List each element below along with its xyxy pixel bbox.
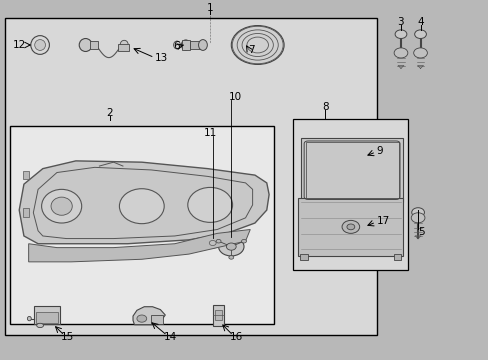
Circle shape (414, 30, 426, 39)
Ellipse shape (37, 323, 43, 328)
Text: 12: 12 (13, 40, 26, 50)
Circle shape (205, 238, 219, 248)
Circle shape (231, 26, 284, 64)
Text: 14: 14 (163, 332, 177, 342)
Text: 1: 1 (206, 3, 213, 13)
Circle shape (209, 240, 216, 246)
Text: 9: 9 (376, 146, 383, 156)
Circle shape (241, 239, 246, 243)
Circle shape (394, 30, 406, 39)
Text: 3: 3 (396, 17, 403, 27)
Circle shape (341, 220, 359, 233)
Bar (90, 41, 98, 49)
Ellipse shape (198, 40, 207, 50)
Circle shape (410, 213, 424, 223)
Ellipse shape (51, 197, 72, 215)
Ellipse shape (79, 39, 92, 51)
Ellipse shape (181, 40, 190, 50)
Text: 2: 2 (106, 108, 113, 118)
Bar (293, 119, 407, 270)
Ellipse shape (120, 40, 128, 48)
Circle shape (228, 256, 233, 259)
Bar (393, 254, 401, 260)
Bar (300, 254, 307, 260)
Bar (182, 40, 189, 50)
Ellipse shape (35, 40, 45, 50)
Ellipse shape (27, 316, 31, 321)
Circle shape (226, 243, 236, 250)
Text: 5: 5 (417, 227, 424, 237)
Bar (23, 171, 29, 179)
Bar (214, 310, 222, 320)
Bar (10, 126, 273, 324)
Ellipse shape (173, 41, 180, 49)
Circle shape (218, 237, 244, 256)
Text: 17: 17 (376, 216, 389, 226)
Bar (34, 306, 60, 324)
Circle shape (413, 48, 427, 58)
Bar (36, 312, 58, 323)
Circle shape (411, 208, 424, 217)
Text: 10: 10 (228, 92, 241, 102)
Text: 7: 7 (248, 45, 255, 55)
Circle shape (346, 224, 354, 230)
Text: 15: 15 (61, 332, 74, 342)
Text: 11: 11 (203, 128, 217, 138)
Text: 6: 6 (173, 41, 180, 51)
Circle shape (137, 315, 146, 322)
Bar (300, 139, 403, 202)
Text: 13: 13 (155, 53, 168, 63)
Ellipse shape (119, 189, 164, 224)
Ellipse shape (187, 188, 232, 222)
Bar (23, 208, 29, 217)
Ellipse shape (41, 189, 81, 223)
Bar (212, 305, 224, 326)
Bar (298, 198, 403, 256)
Polygon shape (19, 161, 268, 244)
Ellipse shape (31, 36, 49, 54)
Bar (305, 142, 398, 198)
Text: 16: 16 (229, 332, 243, 342)
Bar (150, 315, 163, 324)
Text: 8: 8 (321, 102, 328, 112)
Bar (5, 18, 376, 335)
Text: 4: 4 (416, 17, 423, 27)
Bar (189, 41, 202, 49)
Circle shape (216, 239, 221, 243)
Polygon shape (133, 307, 165, 325)
Circle shape (393, 48, 407, 58)
Bar (118, 44, 129, 51)
Polygon shape (29, 229, 250, 262)
